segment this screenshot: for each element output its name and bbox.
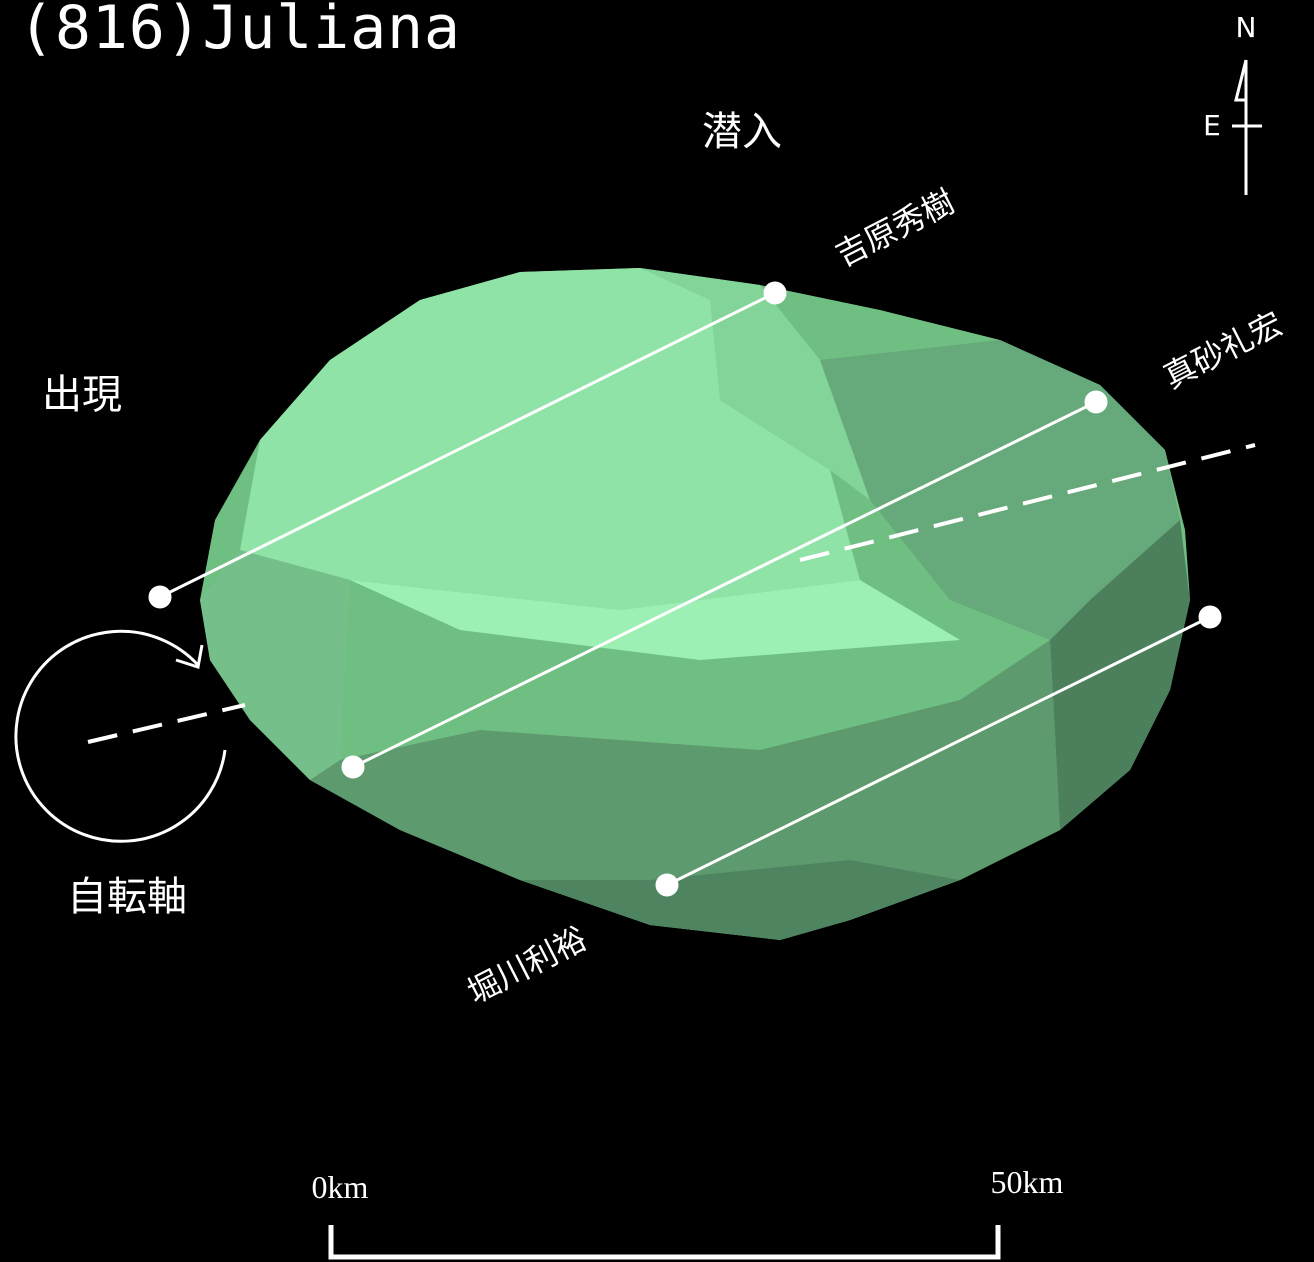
- compass-east: E: [1203, 109, 1221, 142]
- facet: [820, 340, 1180, 640]
- chord: [352, 400, 1097, 769]
- compass: N E: [1203, 11, 1262, 195]
- chord: [159, 291, 776, 599]
- facet: [240, 268, 860, 610]
- chord-point: [148, 585, 172, 609]
- compass-north: N: [1236, 11, 1257, 44]
- scale-line: [328, 1225, 1001, 1260]
- chord: [666, 615, 1211, 887]
- rotation-arrow: [14, 629, 227, 843]
- compass-arrow: [1234, 59, 1248, 102]
- facet: [200, 550, 350, 780]
- chord-point: [341, 755, 365, 779]
- facet: [1050, 520, 1190, 830]
- disappearance-label: 潜入: [702, 109, 782, 155]
- scale-bar: 0km 50km: [312, 1164, 1064, 1260]
- facet: [640, 268, 870, 500]
- reappearance-label: 出現: [42, 372, 122, 418]
- scale-end: 50km: [991, 1164, 1064, 1200]
- title: (816)Juliana: [18, 0, 460, 63]
- chord-point: [1198, 605, 1222, 629]
- axis-line: [799, 443, 1256, 562]
- rotation-axis-label: 自転軸: [67, 874, 187, 920]
- chord-point: [763, 281, 787, 305]
- chords: [148, 281, 1222, 897]
- chord-point: [655, 873, 679, 897]
- chord-point: [1084, 390, 1108, 414]
- rotation-arrowhead: [175, 644, 204, 669]
- facet: [520, 860, 960, 940]
- scale-start: 0km: [312, 1169, 369, 1205]
- asteroid: [200, 268, 1190, 940]
- axis-line: [87, 703, 246, 744]
